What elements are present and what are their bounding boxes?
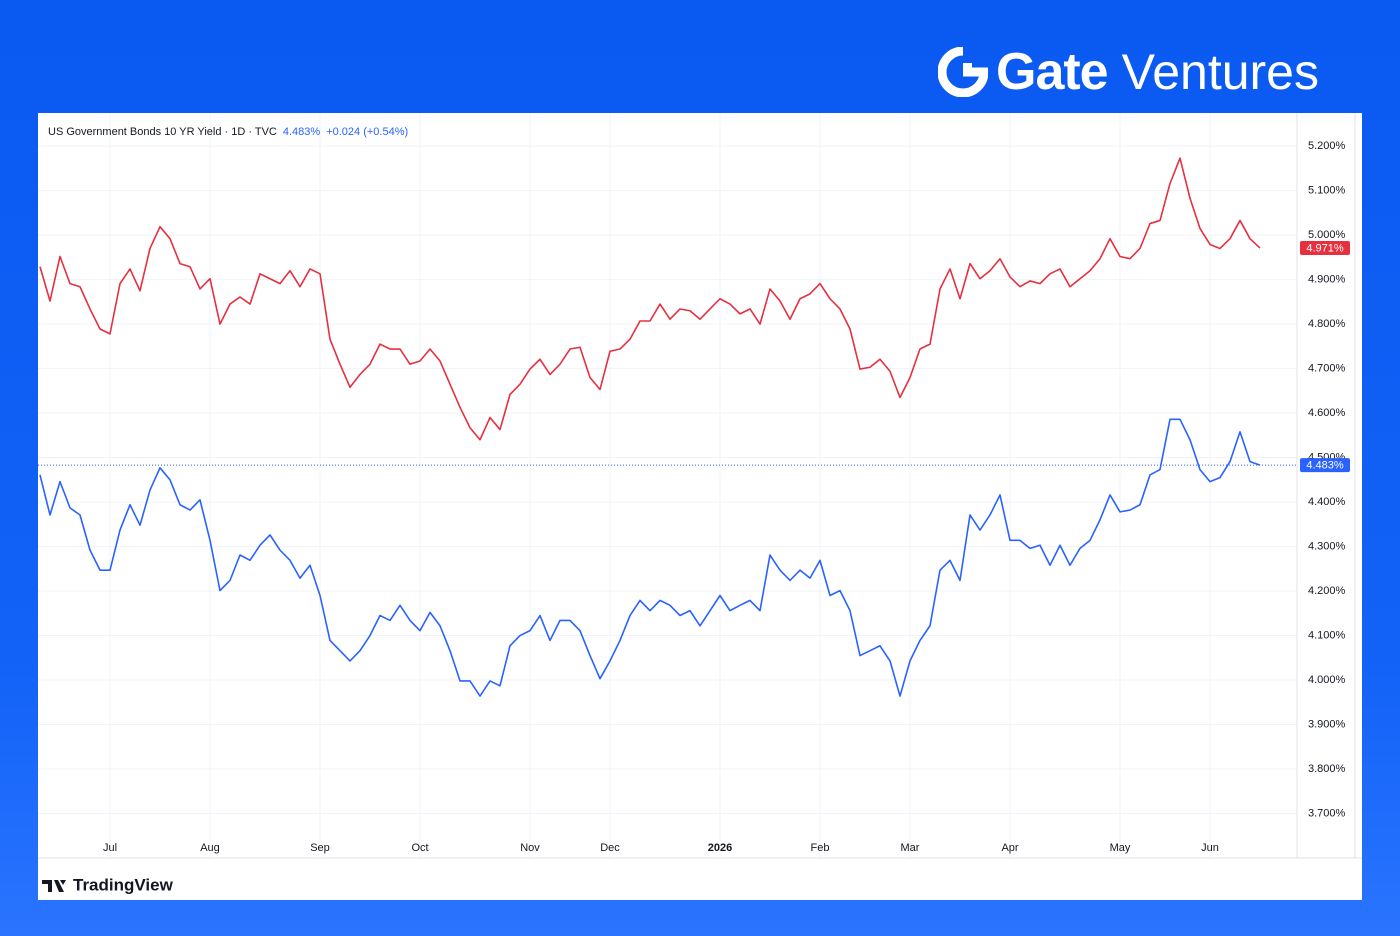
y-tick-label: 3.900% [1308, 718, 1346, 730]
y-tick-label: 4.400% [1308, 496, 1346, 508]
x-tick-label: Oct [411, 842, 428, 854]
y-tick-label: 5.100% [1308, 185, 1346, 197]
brand-suffix: Ventures [1121, 44, 1319, 100]
x-tick-label: Dec [600, 842, 620, 854]
footer-logo-text: TradingView [73, 875, 174, 894]
x-tick-label: Apr [1001, 842, 1018, 854]
brand-logo: Gate Ventures [938, 40, 1319, 104]
legend-title: US Government Bonds 10 YR Yield · 1D · T… [48, 126, 277, 138]
legend-change: +0.024 (+0.54%) [326, 126, 408, 138]
x-tick-label: Mar [901, 842, 920, 854]
legend-last: 4.483% [283, 126, 321, 138]
x-tick-label: Jul [103, 842, 117, 854]
price-label: 4.483% [1306, 460, 1344, 472]
series-line [39, 157, 1261, 441]
y-tick-label: 5.200% [1308, 140, 1346, 152]
footer-logo: TradingView [42, 875, 174, 894]
x-tick-label: 2026 [708, 842, 732, 854]
x-tick-label: Jun [1201, 842, 1219, 854]
brand-name: Gate [996, 43, 1109, 101]
legend: US Government Bonds 10 YR Yield · 1D · T… [48, 126, 408, 138]
y-tick-label: 5.000% [1308, 229, 1346, 241]
y-tick-label: 4.300% [1308, 540, 1346, 552]
y-tick-label: 4.200% [1308, 585, 1346, 597]
y-tick-label: 3.700% [1308, 807, 1346, 819]
x-tick-label: May [1110, 842, 1131, 854]
series-line [39, 418, 1261, 697]
price-label: 4.971% [1306, 242, 1344, 254]
price-label-box [1300, 458, 1350, 473]
y-tick-label: 4.100% [1308, 629, 1346, 641]
x-tick-label: Sep [310, 842, 330, 854]
price-label-box [1300, 241, 1350, 256]
y-tick-label: 4.800% [1308, 318, 1346, 330]
y-tick-label: 4.000% [1308, 674, 1346, 686]
brand-icon [938, 47, 988, 97]
y-tick-label: 3.800% [1308, 763, 1346, 775]
x-tick-label: Nov [520, 842, 540, 854]
chart-panel [38, 113, 1362, 900]
y-tick-label: 4.700% [1308, 363, 1346, 375]
x-tick-label: Aug [200, 842, 220, 854]
y-tick-label: 4.600% [1308, 407, 1346, 419]
chart: US Government Bonds 10 YR Yield · 1D · T… [38, 113, 1362, 900]
x-tick-label: Feb [811, 842, 830, 854]
y-tick-label: 4.900% [1308, 274, 1346, 286]
